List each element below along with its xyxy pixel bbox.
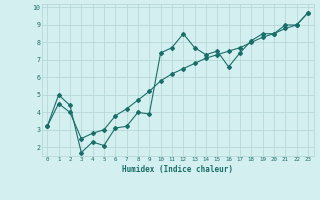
X-axis label: Humidex (Indice chaleur): Humidex (Indice chaleur)	[122, 165, 233, 174]
